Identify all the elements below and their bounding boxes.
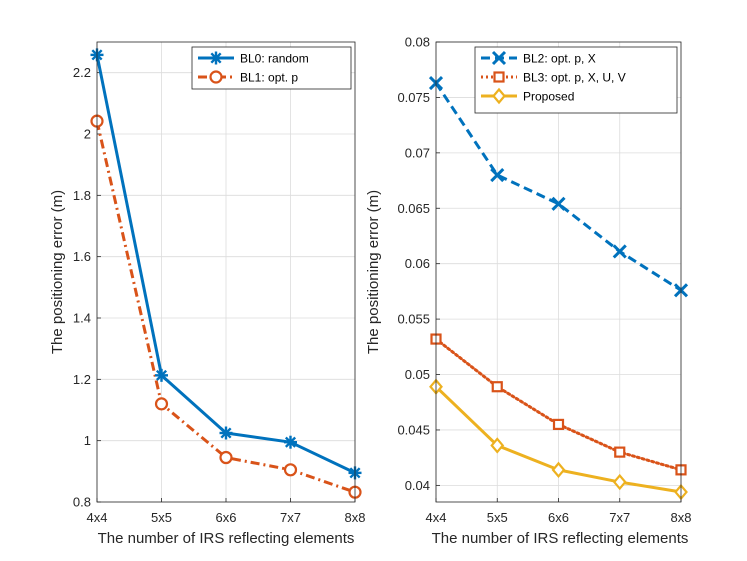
left-y-tick-label: 0.8 bbox=[73, 495, 91, 510]
right-x-tick-label: 7x7 bbox=[609, 510, 630, 525]
left-x-axis-label: The number of IRS reflecting elements bbox=[98, 530, 355, 547]
right-y-tick-label: 0.055 bbox=[397, 312, 430, 327]
right-legend: BL2: opt. p, X BL3: opt. p, X, U, V Propos… bbox=[475, 47, 677, 113]
legend-entry-label: BL0: random bbox=[240, 52, 309, 66]
left-y-tick-label: 1.2 bbox=[73, 372, 91, 387]
left-y-tick-label: 1 bbox=[84, 433, 91, 448]
legend-marker-1 bbox=[495, 73, 504, 82]
data-point-0-2 bbox=[220, 427, 233, 440]
right-y-tick-label: 0.04 bbox=[405, 478, 430, 493]
right-y-tick-label: 0.065 bbox=[397, 201, 430, 216]
data-point-1-1 bbox=[156, 398, 167, 409]
data-point-1-2 bbox=[554, 420, 563, 429]
left-x-tick-label: 8x8 bbox=[345, 510, 366, 525]
right-y-tick-label: 0.08 bbox=[405, 35, 430, 50]
left-legend: BL0: random BL1: opt. p bbox=[192, 47, 351, 89]
right-x-tick-label: 6x6 bbox=[548, 510, 569, 525]
right-y-axis-ticks: 0.04 0.045 0.05 0.055 0.06 0.065 0.07 0.075 0.08 bbox=[397, 35, 440, 493]
left-y-tick-label: 1.8 bbox=[73, 188, 91, 203]
legend-marker-0 bbox=[210, 52, 223, 65]
left-x-tick-label: 5x5 bbox=[151, 510, 172, 525]
left-chart-panel: 0.8 1 1.2 1.4 1.6 1.8 2 2.2 4x4 5x5 6x6 7x7 8x8 The… bbox=[49, 42, 365, 547]
left-y-tick-label: 1.6 bbox=[73, 249, 91, 264]
figure: 0.8 1 1.2 1.4 1.6 1.8 2 2.2 4x4 5x5 6x6 7x7 8x8 The… bbox=[0, 0, 747, 561]
left-y-tick-label: 1.4 bbox=[73, 311, 91, 326]
left-x-tick-label: 6x6 bbox=[216, 510, 237, 525]
right-y-axis-label: The positioning error (m) bbox=[365, 190, 382, 354]
right-y-tick-label: 0.045 bbox=[397, 422, 430, 437]
right-y-tick-label: 0.05 bbox=[405, 367, 430, 382]
left-x-tick-label: 4x4 bbox=[87, 510, 108, 525]
data-point-1-3 bbox=[285, 464, 296, 475]
right-x-tick-label: 4x4 bbox=[426, 510, 447, 525]
right-chart-panel: 0.04 0.045 0.05 0.055 0.06 0.065 0.07 0.075 0.08… bbox=[365, 35, 691, 548]
legend-entry-label: BL1: opt. p bbox=[240, 71, 298, 85]
data-point-0-3 bbox=[284, 436, 297, 449]
data-point-0-1 bbox=[155, 369, 168, 382]
right-x-tick-label: 5x5 bbox=[487, 510, 508, 525]
data-point-1-3 bbox=[615, 448, 624, 457]
right-y-tick-label: 0.06 bbox=[405, 256, 430, 271]
left-y-axis-label: The positioning error (m) bbox=[49, 190, 66, 354]
right-x-tick-label: 8x8 bbox=[671, 510, 692, 525]
right-y-tick-label: 0.075 bbox=[397, 90, 430, 105]
right-y-tick-label: 0.07 bbox=[405, 145, 430, 160]
data-point-1-1 bbox=[493, 382, 502, 391]
legend-marker-1 bbox=[211, 72, 222, 83]
data-point-1-2 bbox=[221, 452, 232, 463]
left-x-tick-label: 7x7 bbox=[280, 510, 301, 525]
right-x-axis-label: The number of IRS reflecting elements bbox=[432, 530, 689, 547]
left-y-tick-label: 2.2 bbox=[73, 65, 91, 80]
left-y-tick-label: 2 bbox=[84, 127, 91, 142]
legend-entry-label: BL2: opt. p, X bbox=[523, 52, 596, 66]
legend-entry-label: BL3: opt. p, X, U, V bbox=[523, 71, 626, 85]
legend-entry-label: Proposed bbox=[523, 90, 574, 104]
